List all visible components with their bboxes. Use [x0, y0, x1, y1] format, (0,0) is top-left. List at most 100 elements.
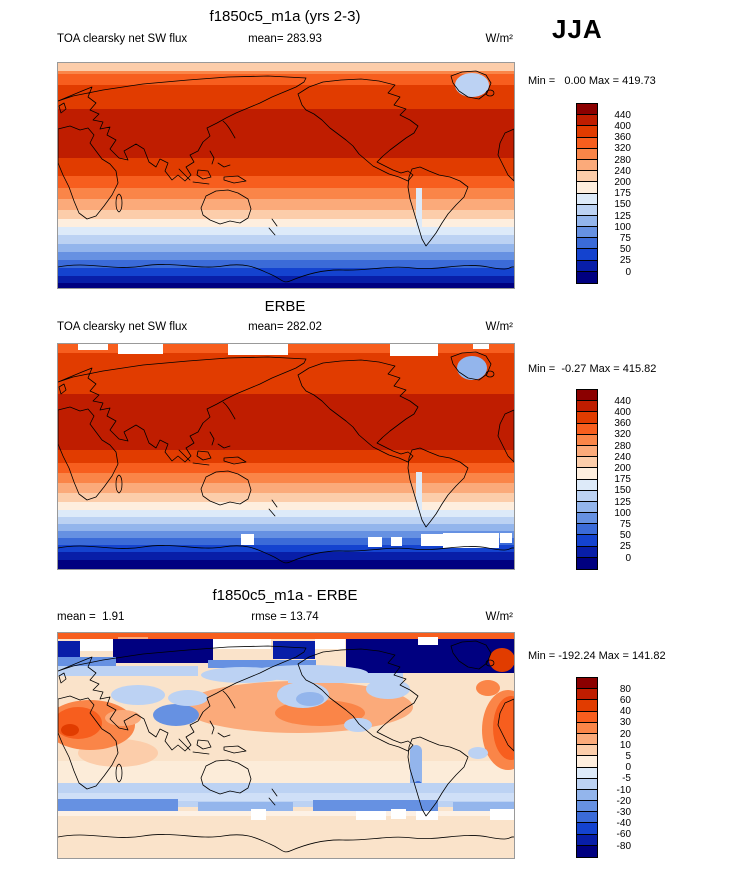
colorbar-tick-label: 175	[614, 188, 631, 200]
colorbar-cell	[577, 557, 597, 569]
colorbar-cell	[577, 733, 597, 746]
colorbar-tick-label: 125	[614, 496, 631, 508]
map-model	[57, 62, 515, 289]
colorbar-cell	[577, 159, 597, 172]
colorbar-cell	[577, 193, 597, 205]
panel-title: ERBE	[264, 298, 306, 315]
map-erbe-canvas	[58, 344, 514, 569]
colorbar-cell	[577, 513, 597, 525]
colorbar-tick-label: 75	[619, 232, 631, 244]
colorbar-cell	[577, 412, 597, 424]
colorbar-tick-label: 320	[614, 429, 631, 441]
colorbar-tick-label: 280	[614, 440, 631, 452]
colorbar-tick-label: 40	[619, 706, 631, 718]
colorbar-cell	[577, 238, 597, 250]
colorbar-tick-label: 400	[614, 406, 631, 418]
colorbar-cell	[577, 490, 597, 502]
colorbar-tick-label: 100	[614, 507, 631, 519]
colorbar-cell	[577, 390, 597, 402]
units-label: W/m²	[485, 321, 513, 333]
mean-stat: mean= 283.93	[248, 33, 322, 45]
colorbar-tick-label: 280	[614, 154, 631, 166]
colorbar-model: 440 400 360 320 280 240 200 175 150 125 100 75 50 25 0	[576, 103, 631, 284]
colorbar-tick-label: 440	[614, 395, 631, 407]
colorbar-cell	[577, 104, 597, 116]
rmse-stat: rmse = 13.74	[251, 611, 319, 623]
variable-label: TOA clearsky net SW flux	[57, 321, 188, 333]
colorbar-tick-label: -5	[622, 773, 631, 785]
map-diff-canvas	[58, 633, 514, 858]
colorbar-tick-label: 150	[614, 199, 631, 211]
colorbar-tick-label: 60	[619, 694, 631, 706]
colorbar-cell	[577, 468, 597, 480]
colorbar-cell	[577, 434, 597, 446]
colorbar-cell	[577, 524, 597, 536]
colorbar-cell	[577, 812, 597, 824]
colorbar-cell	[577, 204, 597, 216]
colorbar-tick-label: 5	[625, 750, 631, 762]
colorbar-cell	[577, 745, 597, 757]
colorbar-cell	[577, 546, 597, 558]
colorbar-cell	[577, 423, 597, 435]
colorbar-cell	[577, 401, 597, 413]
colorbar-tick-label: 30	[619, 717, 631, 729]
colorbar-cell	[577, 722, 597, 734]
colorbar-tick-label: 320	[614, 143, 631, 155]
units-label: W/m²	[485, 611, 513, 623]
minmax-label: Min = 0.00 Max = 419.73	[528, 75, 656, 87]
colorbar-tick-label: 20	[619, 728, 631, 740]
colorbar-tick-label: 0	[625, 552, 631, 564]
colorbar-tick-label: 440	[614, 109, 631, 121]
colorbar-cell	[577, 182, 597, 194]
colorbar-cell	[577, 678, 597, 690]
colorbar-cell	[577, 756, 597, 768]
colorbar-tick-label: 150	[614, 485, 631, 497]
colorbar-cell	[577, 227, 597, 239]
colorbar-cell	[577, 445, 597, 458]
colorbar-tick-label: 0	[625, 762, 631, 774]
colorbar-tick-label: 200	[614, 176, 631, 188]
minmax-label: Min = -192.24 Max = 141.82	[528, 650, 666, 662]
colorbar-cell	[577, 271, 597, 283]
colorbar-cell	[577, 137, 597, 149]
minmax-label: Min = -0.27 Max = 415.82	[528, 363, 657, 375]
mean-stat: mean= 282.02	[248, 321, 322, 333]
map-model-canvas	[58, 63, 514, 288]
colorbar-tick-label: -10	[616, 784, 631, 796]
colorbar-tick-label: 80	[619, 683, 631, 695]
colorbar-cell	[577, 845, 597, 857]
colorbar-tick-label: -60	[616, 829, 631, 841]
colorbar-tick-label: -40	[616, 818, 631, 830]
colorbar-cell	[577, 260, 597, 272]
colorbar-tick-label: 360	[614, 132, 631, 144]
panel-title: f1850c5_m1a - ERBE	[212, 587, 358, 604]
colorbar-cell	[577, 767, 597, 779]
colorbar-tick-label: 240	[614, 165, 631, 177]
colorbar-tick-label: 0	[625, 266, 631, 278]
map-diff	[57, 632, 515, 859]
colorbar-cell	[577, 126, 597, 138]
colorbar-cell	[577, 823, 597, 835]
colorbar-tick-label: 75	[619, 518, 631, 530]
colorbar-tick-label: 25	[619, 255, 631, 267]
colorbar-cell	[577, 171, 597, 183]
colorbar-tick-label: 175	[614, 474, 631, 486]
colorbar-cell	[577, 535, 597, 547]
colorbar-tick-label: 125	[614, 210, 631, 222]
colorbar-tick-label: 360	[614, 418, 631, 430]
variable-label: TOA clearsky net SW flux	[57, 33, 188, 45]
colorbar-cell	[577, 689, 597, 701]
colorbar-cell	[577, 501, 597, 514]
colorbar-cell	[577, 215, 597, 228]
panel-title: f1850c5_m1a (yrs 2-3)	[209, 8, 361, 25]
colorbar-cell	[577, 457, 597, 469]
colorbar-tick-label: 10	[619, 739, 631, 751]
colorbar-cell	[577, 249, 597, 261]
season-label: JJA	[552, 14, 603, 44]
colorbar-tick-label: -30	[616, 806, 631, 818]
colorbar-cell	[577, 834, 597, 846]
mean-stat: mean = 1.91	[57, 611, 125, 623]
colorbar-tick-label: 50	[619, 244, 631, 256]
colorbar-cell	[577, 778, 597, 790]
